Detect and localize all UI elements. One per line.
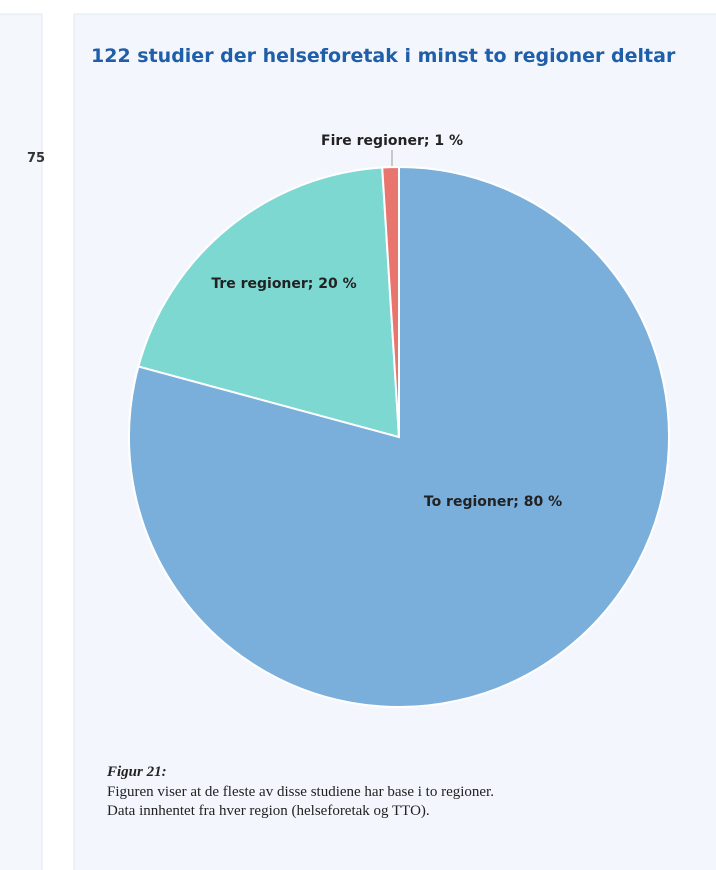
data-label: Fire regioner; 1 % — [321, 133, 463, 149]
chart-title: 122 studier der helseforetak i minst to … — [91, 45, 676, 67]
left-panel-text: 75 — [27, 151, 45, 166]
pie-slice — [381, 165, 400, 438]
caption-line: Figuren viser at de fleste av disse stud… — [107, 784, 494, 800]
data-label: Tre regioner; 20 % — [211, 276, 356, 292]
data-label: To regioner; 80 % — [424, 494, 562, 510]
left-panel — [0, 13, 43, 870]
caption-label: Figur 21: — [106, 764, 167, 780]
caption-line: Data innhentet fra hver region (helsefor… — [107, 803, 430, 819]
pie-slice — [137, 166, 401, 439]
pie — [128, 165, 670, 708]
